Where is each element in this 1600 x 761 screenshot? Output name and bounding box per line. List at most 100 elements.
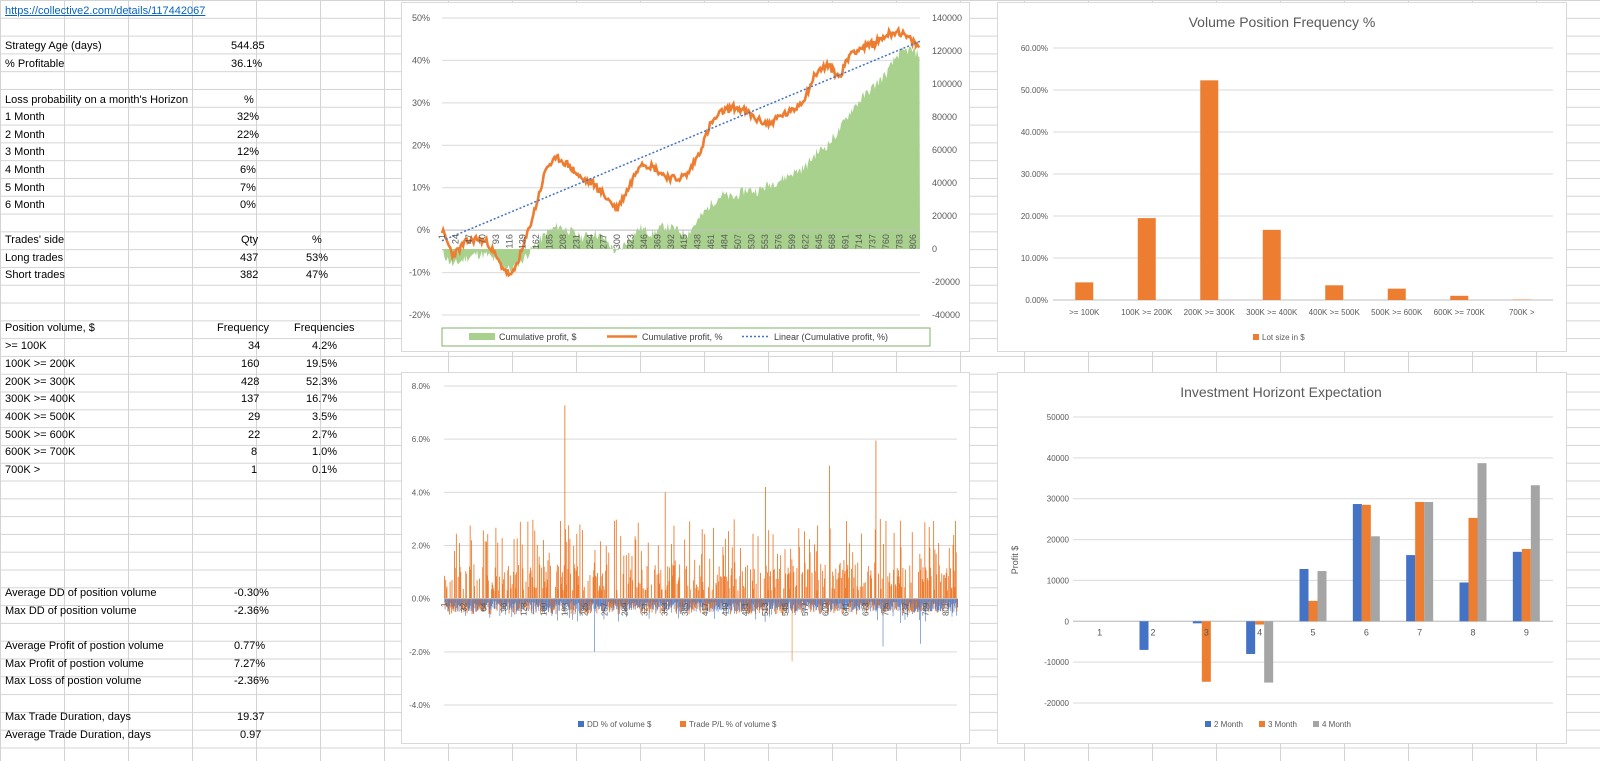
dd-bar	[556, 598, 558, 605]
dd-bar	[607, 598, 609, 603]
x-tick: 231	[572, 234, 582, 249]
pl-bar	[935, 553, 937, 599]
legend-label-trend: Linear (Cumulative profit, %)	[774, 332, 888, 342]
pl-bar	[571, 598, 573, 610]
pl-bar	[839, 564, 840, 599]
dd-bar	[486, 598, 488, 605]
dd-bar	[702, 598, 703, 610]
pl-bar	[618, 598, 620, 614]
dd-bar	[616, 598, 617, 610]
dd-pl-chart[interactable]: 8.0% 6.0% 4.0% 2.0% 0.0% -2.0% -4.0% 1 32 64 96 128…	[401, 372, 970, 744]
dd-bar	[733, 598, 735, 608]
pl-bar	[716, 574, 718, 599]
x-tick: 3	[1204, 627, 1209, 637]
y-tick-right: -20000	[932, 277, 960, 287]
strategy-link[interactable]: https://collective2.com/details/11744206…	[5, 5, 206, 17]
x-tick: 415	[679, 234, 689, 249]
dd-bar	[770, 598, 772, 610]
pl-bar	[522, 568, 524, 599]
dd-bar	[497, 598, 499, 603]
dd-bar	[525, 598, 526, 604]
pl-bar	[563, 598, 565, 612]
legend-swatch	[1253, 334, 1259, 340]
dd-bar	[639, 598, 641, 607]
pl-bar	[857, 590, 859, 599]
pl-bar	[844, 573, 846, 599]
pl-bar	[822, 586, 824, 599]
dd-bar	[559, 598, 561, 605]
pl-bar	[486, 575, 488, 599]
pl-bar	[689, 521, 691, 599]
pl-bar	[941, 573, 943, 599]
dd-bar	[930, 598, 932, 612]
pl-bar	[845, 521, 847, 599]
dd-bar	[786, 598, 788, 611]
pct-header: %	[312, 234, 322, 246]
pos-vol-pct-5: 3.5%	[312, 411, 338, 423]
pl-bar	[561, 576, 563, 599]
pl-bar	[455, 533, 457, 599]
y-tick: 2.0%	[412, 542, 430, 551]
pl-bar	[857, 562, 859, 599]
cumulative-profit-chart[interactable]: 50% 40% 30% 20% 10% 0% -10% -20% 140000 120000 100…	[401, 2, 970, 352]
pl-bar	[640, 551, 642, 599]
dd-bar	[935, 598, 937, 612]
dd-bar	[950, 598, 952, 611]
pl-bar	[859, 586, 861, 599]
pos-vol-freq-4: 137	[241, 393, 260, 405]
pl-bar	[770, 571, 772, 599]
dd-bar	[490, 598, 492, 610]
pl-bar	[506, 590, 508, 599]
dd-bar	[757, 598, 758, 608]
pl-bar	[679, 564, 681, 599]
pl-bar	[902, 567, 904, 599]
dd-bar	[484, 598, 486, 605]
y-tick-right: -40000	[932, 310, 960, 320]
profitable-value: 36.1%	[231, 58, 263, 70]
dd-bar	[764, 598, 766, 622]
dd-bar	[852, 598, 854, 610]
pl-bar	[556, 564, 558, 599]
pl-bar	[955, 520, 957, 599]
pl-bar	[890, 585, 892, 599]
volume-frequency-chart[interactable]: Volume Position Frequency % 0.00% 10.00% 20…	[997, 2, 1567, 352]
pos-vol-label-5: 400K >= 500K	[5, 411, 76, 423]
pl-bar	[896, 598, 898, 610]
pl-bar	[801, 573, 803, 599]
pl-bar	[819, 598, 820, 614]
dd-bar	[673, 598, 674, 605]
x-tick: 700K >	[1509, 308, 1535, 317]
dd-bar	[744, 598, 746, 607]
dd-bar	[465, 598, 467, 605]
legend-label-dd: DD % of volume $	[587, 720, 652, 729]
pl-bar	[594, 550, 596, 599]
horizon-chart[interactable]: Investment Horizont Expectation Profit $ 5…	[997, 372, 1567, 744]
pl-bar	[722, 546, 724, 599]
pl-bar	[810, 598, 812, 611]
dd-bar	[949, 598, 951, 608]
x-tick: 737	[868, 234, 878, 249]
bar	[1325, 285, 1344, 300]
pl-bar	[446, 586, 448, 599]
pl-bar	[953, 570, 955, 599]
pl-bar	[635, 539, 637, 599]
dd-bar	[945, 598, 947, 604]
x-tick: 705	[882, 602, 891, 616]
dd-bar	[763, 598, 765, 607]
dd-bar	[567, 598, 569, 608]
pl-bar	[816, 590, 818, 599]
dd-bar	[567, 598, 568, 605]
pl-bar	[504, 572, 506, 599]
pos-vol-pct-8: 0.1%	[312, 464, 338, 476]
dd-bar	[592, 598, 594, 604]
pl-bar	[534, 588, 536, 599]
loss-prob-value-3: 12%	[237, 146, 260, 158]
pl-bar	[566, 541, 568, 599]
pl-bar	[861, 533, 862, 599]
bar-4-month	[1477, 463, 1487, 622]
dd-bar	[469, 598, 471, 609]
bar-2-month	[1299, 568, 1309, 622]
bar	[1075, 282, 1094, 300]
dd-bar	[819, 598, 821, 614]
avg-dd-value: -0.30%	[234, 587, 269, 599]
